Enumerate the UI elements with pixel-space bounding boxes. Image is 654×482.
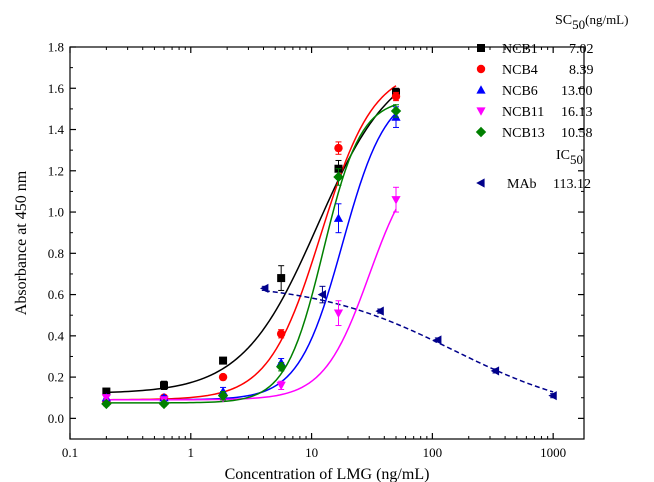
point-mab: [260, 283, 269, 293]
legend-label-ncb11: NCB11: [502, 105, 544, 120]
point-ncb13: [390, 105, 402, 117]
y-axis-title: Absorbance at 450 nm: [13, 170, 30, 315]
legend-marker-ncb1: [477, 44, 485, 52]
fit-curves: [106, 85, 554, 404]
legend-value-mab: 113.12: [553, 177, 591, 192]
legend-value-ncb4: 8.39: [569, 63, 594, 78]
y-tick-label: 0.0: [48, 411, 64, 426]
legend-marker-ncb13: [475, 126, 487, 138]
y-tick-label: 1.6: [48, 81, 65, 96]
x-tick-label: 100: [423, 445, 443, 460]
point-ncb11: [333, 309, 344, 318]
legend-header-sc50: SC50(ng/mL): [555, 12, 628, 32]
legend-marker-mab: [476, 178, 485, 188]
point-ncb13: [158, 398, 170, 410]
point-ncb4: [218, 372, 228, 382]
point-ncb11: [101, 394, 111, 403]
point-ncb1: [102, 387, 111, 396]
legend-label-mab: MAb: [507, 177, 537, 192]
point-ncb4: [391, 92, 401, 101]
legend-marker-ncb4: [476, 64, 486, 74]
legend-marker-ncb11: [476, 107, 486, 116]
legend-label-ncb1: NCB1: [502, 42, 538, 57]
data-points: [101, 87, 557, 410]
legend-value-ncb11: 16.13: [561, 105, 593, 120]
y-tick-label: 0.2: [48, 370, 64, 385]
y-tick-label: 0.4: [48, 328, 65, 343]
legend-value-ncb1: 7.02: [569, 42, 594, 57]
fit-curve-ncb11: [106, 208, 397, 401]
point-mab: [433, 335, 442, 345]
point-ncb13: [101, 398, 112, 410]
point-ncb13: [217, 390, 229, 401]
fit-curve-ncb13: [106, 104, 397, 404]
y-tick-label: 1.2: [48, 163, 64, 178]
legend-value-ncb6: 13.00: [561, 84, 593, 99]
y-tick-label: 0.8: [48, 246, 64, 261]
x-tick-label: 0.1: [62, 445, 78, 460]
point-ncb4: [334, 143, 343, 153]
point-ncb4: [276, 329, 286, 338]
legend: SC50(ng/mL) IC50 NCB1 7.02 NCB4 8.39 NCB6 13.…: [475, 12, 628, 192]
x-tick-label: 1000: [540, 445, 566, 460]
point-mab: [490, 366, 500, 376]
point-ncb1: [277, 274, 286, 283]
point-ncb13: [275, 361, 287, 372]
fit-curve-ncb1: [106, 93, 397, 394]
point-ncb13: [333, 171, 344, 183]
point-mab: [317, 289, 327, 300]
point-ncb1: [219, 356, 228, 365]
point-ncb1: [159, 381, 168, 390]
y-tick-label: 1.8: [48, 40, 64, 55]
legend-header-ic50: IC50: [556, 148, 583, 167]
point-ncb6: [333, 213, 344, 222]
x-tick-label: 1: [188, 445, 195, 460]
x-axis-title: Concentration of LMG (ng/mL): [225, 466, 430, 482]
point-mab: [375, 306, 384, 316]
y-tick-label: 1.0: [48, 205, 64, 220]
point-mab: [548, 391, 557, 401]
y-tick-label: 0.6: [48, 287, 65, 302]
axes: 0.0 0.2 0.4 0.6 0.8 1.0 1.2 1.4 1.6 1.8 0.1 1 10 100 1…: [48, 40, 585, 460]
legend-label-ncb4: NCB4: [502, 63, 538, 78]
fit-curve-ncb4: [106, 85, 397, 401]
legend-label-ncb6: NCB6: [502, 84, 538, 99]
point-ncb11: [276, 381, 286, 391]
legend-value-ncb13: 10.58: [561, 126, 593, 141]
plot-frame: [69, 46, 585, 440]
legend-marker-ncb6: [476, 85, 486, 94]
point-ncb11: [391, 196, 401, 205]
fit-curve-ncb6: [106, 112, 397, 401]
fit-curve-mab: [264, 290, 554, 393]
legend-label-ncb13: NCB13: [502, 126, 545, 141]
x-tick-label: 10: [305, 445, 318, 460]
y-tick-label: 1.4: [48, 122, 65, 137]
